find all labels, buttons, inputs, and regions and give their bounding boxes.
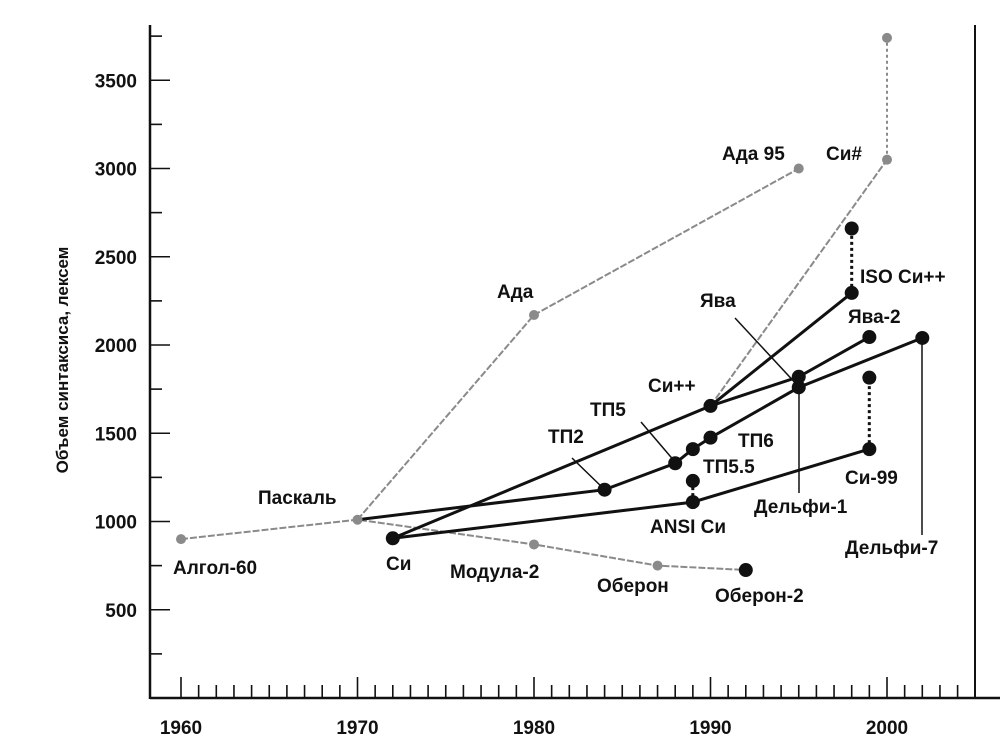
data-point-pascal: [352, 514, 363, 525]
data-label-algol60: Алгол-60: [173, 558, 257, 579]
data-label-c99: Си-99: [845, 468, 898, 489]
data-point-tp2: [597, 482, 612, 497]
data-point-isocpp_top: [844, 221, 859, 236]
data-point-isocpp: [844, 285, 859, 300]
data-label-tp2: ТП2: [548, 427, 584, 448]
data-point-modula2: [529, 539, 539, 550]
x-tick-label: 1990: [689, 718, 731, 739]
data-label-ada: Ада: [497, 282, 534, 303]
y-tick-label: 3000: [95, 160, 137, 181]
data-label-c: Си: [386, 554, 411, 575]
data-point-tp55: [685, 442, 700, 457]
y-tick-label: 1000: [95, 513, 137, 534]
y-tick-label: 500: [105, 601, 137, 622]
data-point-c99_top: [862, 370, 877, 385]
data-label-tp6: ТП6: [738, 431, 774, 452]
y-axis-label: Объем синтаксиса, лексем: [53, 247, 72, 474]
data-point-java: [791, 369, 806, 384]
data-label-oberon: Оберон: [597, 576, 669, 597]
data-point-ada95: [793, 163, 804, 174]
data-label-ansic: ANSI Си: [650, 517, 726, 538]
data-point-c99: [862, 442, 877, 457]
data-point-tp6: [703, 430, 718, 445]
data-label-pascal: Паскаль: [258, 488, 337, 509]
x-tick-label: 1970: [336, 718, 378, 739]
data-label-java2: Ява-2: [848, 307, 901, 328]
data-point-cpp: [703, 398, 718, 413]
data-point-ansic_top: [685, 473, 700, 488]
y-tick-label: 3500: [95, 71, 137, 92]
data-point-algol60: [176, 534, 186, 545]
series-line-c: [392, 447, 870, 540]
x-tick-label: 1980: [513, 718, 555, 739]
data-label-delphi7: Дельфи-7: [845, 538, 938, 559]
data-label-oberon2: Оберон-2: [715, 586, 804, 607]
y-tick-label: 1500: [95, 424, 137, 445]
label-leader-lines: [571, 317, 923, 535]
data-point-oberon: [652, 560, 663, 571]
data-labels: Алгол-60 Паскаль Модула-2 Оберон Оберон-2 Ада…: [173, 144, 946, 607]
leader-line: [734, 317, 800, 388]
axes: 500 1000 1500 2000 2500 3000 3500 1960 1970 1980 1…: [95, 25, 1000, 739]
data-point-delphi7: [915, 330, 930, 345]
series-line-c-: [709, 159, 888, 407]
data-label-csharp: Си#: [826, 144, 862, 165]
data-point-csharp: [882, 154, 892, 165]
y-tick-label: 2500: [95, 248, 137, 269]
data-point-tp5: [668, 456, 683, 471]
data-point-ada: [529, 309, 539, 320]
leader-line: [640, 421, 677, 464]
x-tick-label: 1960: [160, 718, 202, 739]
data-point-java2: [862, 330, 877, 345]
data-point-oberon2: [738, 563, 753, 578]
data-point-csharp_top: [882, 32, 892, 43]
data-label-tp5: ТП5: [590, 400, 626, 421]
leader-line: [571, 457, 606, 491]
data-label-java: Ява: [700, 291, 736, 312]
data-label-tp55: ТП5.5: [703, 457, 755, 478]
y-tick-label: 2000: [95, 336, 137, 357]
x-tick-label: 2000: [866, 718, 908, 739]
data-point-ansic: [685, 495, 700, 510]
data-label-isocpp: ISO Си++: [860, 267, 946, 288]
series-line-turbo-pascal-delphi: [357, 336, 923, 522]
data-points: [176, 32, 930, 578]
data-point-c: [385, 531, 400, 546]
data-label-cpp: Си++: [648, 376, 696, 397]
data-label-ada95: Ада 95: [722, 144, 785, 165]
data-label-delphi1: Дельфи-1: [754, 497, 848, 518]
data-point-delphi1: [791, 380, 806, 395]
data-label-modula2: Модула-2: [450, 562, 539, 583]
